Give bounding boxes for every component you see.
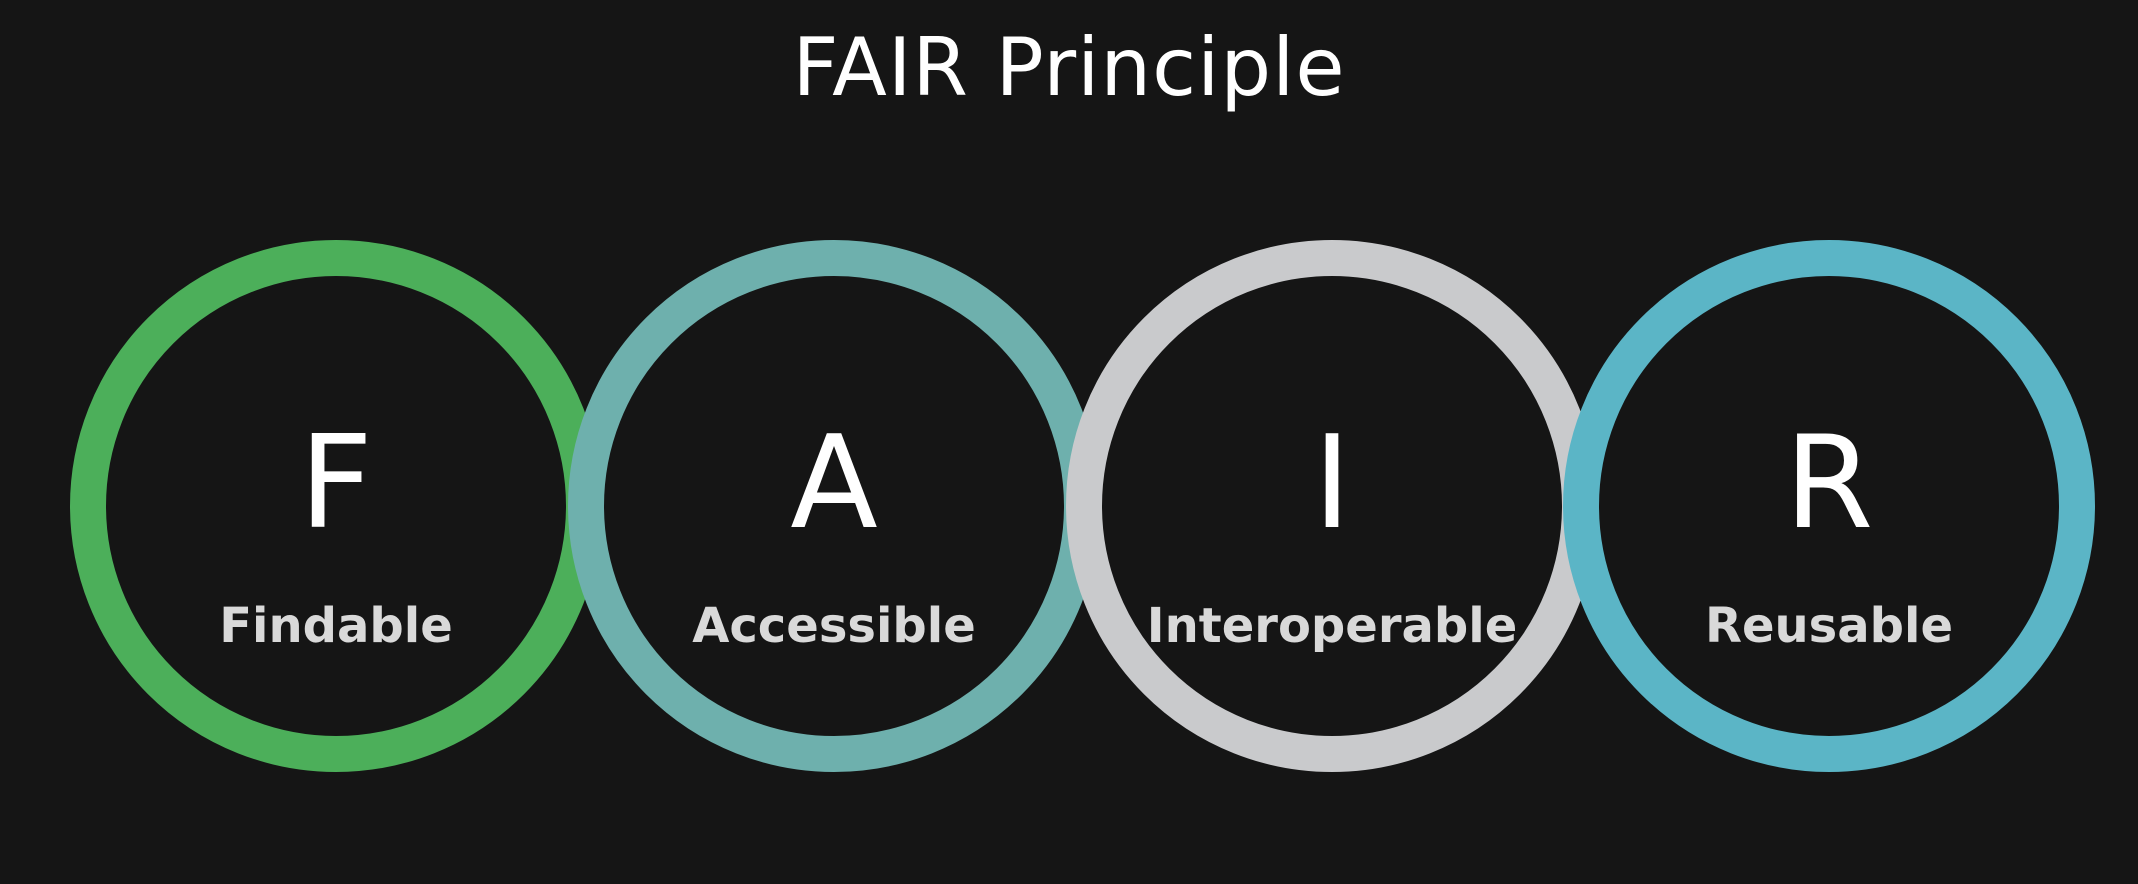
principle-ring-findable: F Findable [70, 240, 602, 772]
principle-letter-a: A [790, 409, 878, 558]
diagram-title: FAIR Principle [792, 21, 1346, 114]
principle-label-reusable: Reusable [1704, 598, 1953, 654]
principle-letter-i: I [1313, 409, 1351, 558]
principle-letter-f: F [299, 409, 373, 558]
principle-ring-reusable: R Reusable [1563, 240, 2095, 772]
principle-label-interoperable: Interoperable [1146, 598, 1518, 654]
principle-ring-interoperable: I Interoperable [1066, 240, 1598, 772]
principle-ring-accessible: A Accessible [568, 240, 1100, 772]
principle-letter-r: R [1784, 409, 1874, 558]
principle-label-accessible: Accessible [692, 598, 976, 654]
principle-label-findable: Findable [219, 598, 453, 654]
